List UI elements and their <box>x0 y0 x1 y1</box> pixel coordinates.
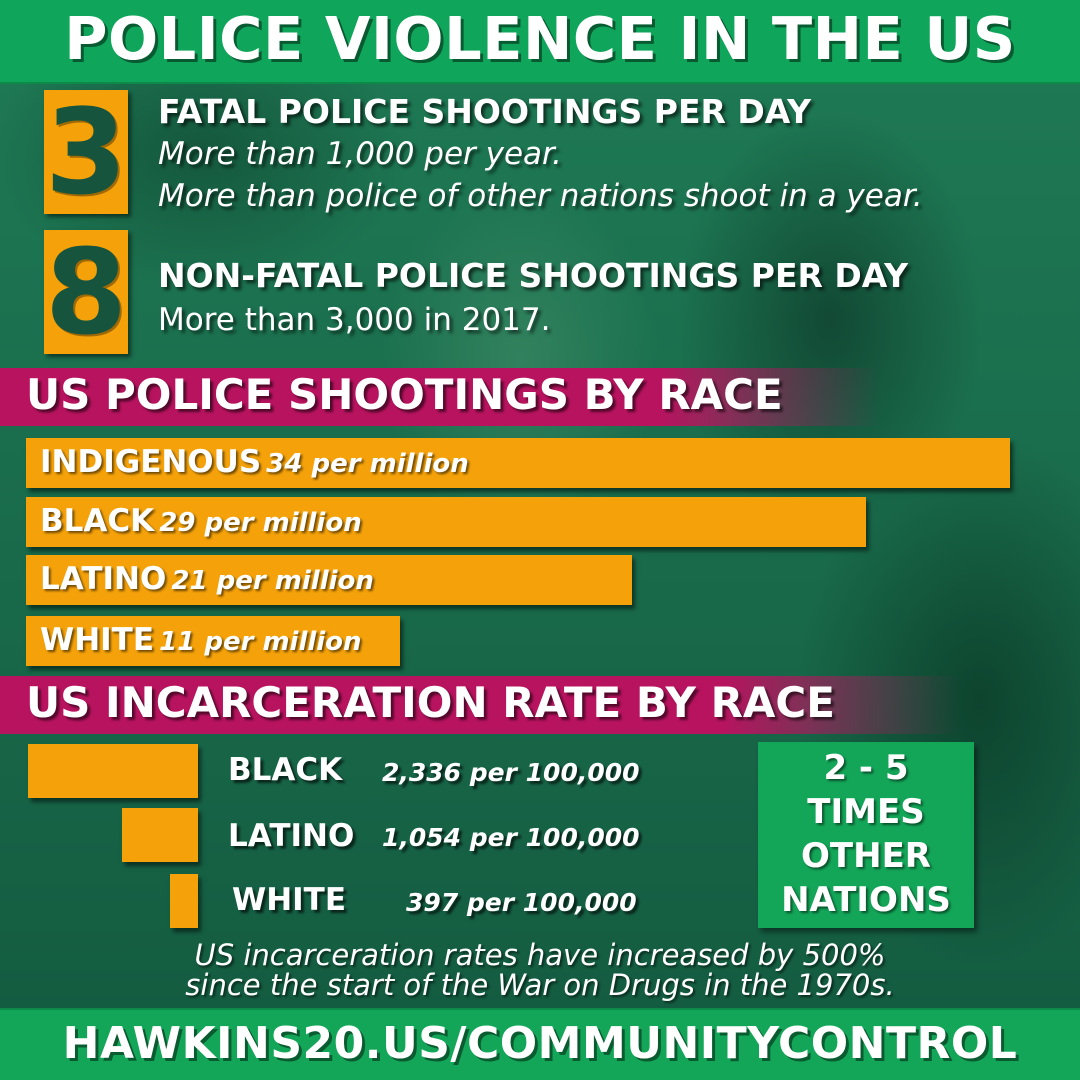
shooting-bar: WHITE 11 per million <box>26 616 400 666</box>
section-heading: US INCARCERATION RATE BY RACE <box>26 678 835 727</box>
stat-subtitle: More than 3,000 in 2017. <box>158 302 551 338</box>
footer-link[interactable]: HAWKINS20.US/COMMUNITYCONTROL <box>62 1018 1018 1069</box>
bar-race-label: LATINO <box>40 561 167 597</box>
stat-title: FATAL POLICE SHOOTINGS PER DAY <box>158 92 812 131</box>
incarceration-value-label: 397 per 100,000 <box>406 888 637 917</box>
stat-number-box: 8 <box>44 230 128 354</box>
shooting-bar: INDIGENOUS 34 per million <box>26 438 1010 488</box>
callout-box: 2 - 5 TIMES OTHER NATIONS <box>758 742 974 928</box>
page-title: POLICE VIOLENCE IN THE US <box>64 4 1016 73</box>
incarceration-race-label: LATINO <box>228 818 355 854</box>
footnote: since the start of the War on Drugs in t… <box>185 968 895 1002</box>
incarceration-race-label: BLACK <box>228 752 343 788</box>
incarceration-value-label: 1,054 per 100,000 <box>382 823 640 852</box>
bar-race-label: INDIGENOUS <box>40 444 262 480</box>
section-heading-band: US INCARCERATION RATE BY RACE <box>0 676 960 734</box>
stat-subtitle: More than police of other nations shoot … <box>158 178 923 214</box>
bar-value-label: 11 per million <box>159 627 362 657</box>
stat-title: NON-FATAL POLICE SHOOTINGS PER DAY <box>158 256 909 295</box>
bar-value-label: 34 per million <box>266 449 469 479</box>
callout-line: NATIONS <box>781 880 951 920</box>
incarceration-bar <box>122 808 198 862</box>
bar-value-label: 21 per million <box>171 566 374 596</box>
shooting-bar: LATINO 21 per million <box>26 555 632 605</box>
bar-race-label: BLACK <box>40 503 155 539</box>
incarceration-value-label: 2,336 per 100,000 <box>382 758 640 787</box>
section-heading: US POLICE SHOOTINGS BY RACE <box>26 370 783 419</box>
stat-number-box: 3 <box>44 90 128 214</box>
callout-line: TIMES <box>807 792 925 832</box>
incarceration-bar <box>28 744 198 798</box>
stat-number: 8 <box>44 223 128 361</box>
incarceration-race-label: WHITE <box>232 882 346 918</box>
title-banner: POLICE VIOLENCE IN THE US <box>0 0 1080 84</box>
incarceration-bar <box>170 874 198 928</box>
callout-line: 2 - 5 <box>823 748 909 788</box>
bar-value-label: 29 per million <box>159 508 362 538</box>
footer-banner: HAWKINS20.US/COMMUNITYCONTROL <box>0 1008 1080 1080</box>
footnote: US incarceration rates have increased by… <box>194 938 886 972</box>
stat-subtitle: More than 1,000 per year. <box>158 136 562 172</box>
shooting-bar: BLACK 29 per million <box>26 497 866 547</box>
bar-race-label: WHITE <box>40 622 154 658</box>
section-heading-band: US POLICE SHOOTINGS BY RACE <box>0 368 880 426</box>
callout-line: OTHER <box>801 836 931 876</box>
stat-number: 3 <box>44 83 128 221</box>
